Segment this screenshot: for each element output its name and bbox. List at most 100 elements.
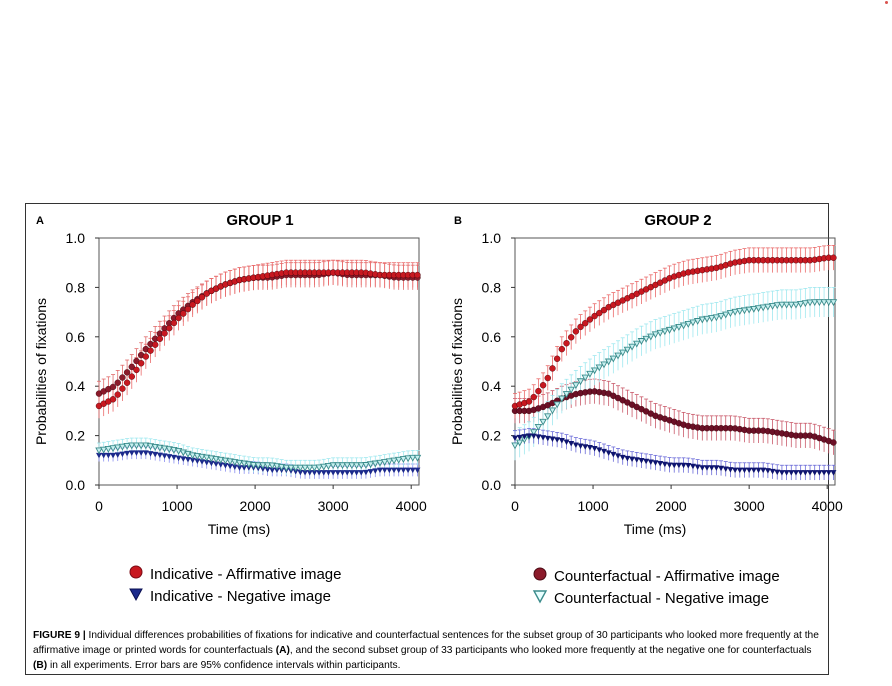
data-point	[816, 470, 823, 476]
data-point	[750, 305, 758, 313]
markers-series-3	[95, 442, 422, 472]
data-point	[675, 323, 683, 331]
data-point	[142, 353, 150, 360]
data-point	[188, 452, 197, 460]
data-point	[661, 328, 669, 336]
data-point	[596, 309, 603, 317]
data-point	[699, 465, 706, 471]
data-point	[409, 467, 416, 474]
data-point	[123, 379, 131, 386]
data-point	[572, 328, 580, 335]
data-point	[339, 470, 346, 476]
data-point	[521, 434, 528, 440]
blue-triangle-icon	[128, 586, 150, 608]
data-point	[338, 462, 347, 470]
data-point	[292, 469, 299, 475]
data-point	[694, 464, 701, 470]
data-point	[413, 454, 422, 462]
data-point	[600, 306, 608, 314]
data-point	[207, 455, 216, 463]
data-point	[830, 439, 837, 446]
data-point	[708, 465, 715, 471]
data-point	[764, 303, 772, 311]
data-point	[623, 346, 632, 354]
data-point	[647, 459, 654, 466]
data-point	[217, 462, 224, 468]
data-point	[591, 312, 598, 320]
data-point	[113, 444, 122, 452]
data-point	[366, 461, 375, 469]
data-point	[386, 467, 393, 474]
data-point	[249, 462, 258, 469]
error-bars-series-0	[513, 378, 836, 455]
data-point	[320, 463, 328, 471]
data-point	[796, 300, 805, 308]
data-point	[787, 301, 796, 309]
data-point	[572, 382, 580, 390]
data-point	[689, 463, 696, 470]
data-point	[170, 454, 177, 461]
caption-text-1: Individual differences probabilities of …	[33, 630, 819, 656]
data-point	[311, 470, 318, 476]
data-point	[408, 454, 417, 462]
x-tick-label: 2000	[656, 498, 687, 514]
data-point	[563, 439, 570, 446]
data-point	[329, 462, 337, 470]
data-point	[759, 304, 767, 312]
data-point	[801, 300, 810, 308]
data-point	[236, 465, 243, 471]
data-point	[302, 470, 309, 476]
data-point	[525, 398, 533, 405]
data-point	[193, 453, 202, 461]
data-point	[624, 455, 631, 462]
data-point	[764, 468, 771, 474]
data-point	[124, 450, 131, 457]
data-point	[216, 456, 225, 464]
markers-series-2	[95, 269, 421, 410]
data-point	[577, 443, 584, 449]
data-point	[160, 445, 169, 453]
data-point	[212, 456, 220, 464]
data-point	[712, 314, 721, 322]
data-point	[301, 464, 309, 472]
data-point	[133, 450, 140, 456]
legend-item-indicative-negative: Indicative - Negative image	[128, 586, 341, 608]
data-point	[572, 442, 579, 448]
y-tick-label: 1.0	[482, 232, 502, 246]
data-point	[334, 462, 342, 470]
panel-b-title: GROUP 2	[644, 212, 712, 229]
data-point	[732, 467, 739, 474]
data-point	[151, 444, 159, 451]
data-point	[544, 435, 551, 442]
data-point	[152, 451, 159, 458]
data-point	[783, 470, 790, 476]
x-tick-label: 0	[95, 498, 103, 514]
data-point	[100, 452, 107, 459]
data-point	[797, 470, 804, 476]
data-point	[282, 464, 291, 472]
data-point	[511, 442, 519, 450]
data-point	[830, 470, 837, 476]
x-tick-label: 4000	[396, 498, 427, 514]
x-tick-label: 3000	[734, 498, 765, 514]
y-tick-label: 0.0	[66, 477, 86, 493]
data-point	[180, 456, 187, 462]
data-point	[810, 299, 819, 307]
data-point	[165, 446, 174, 454]
data-point	[792, 470, 799, 476]
data-point	[194, 458, 201, 465]
data-point	[305, 464, 314, 472]
legend-item-counterfactual-negative: Counterfactual - Negative image	[532, 588, 780, 610]
data-point	[726, 310, 735, 318]
data-point	[540, 435, 547, 441]
corner-mark	[885, 1, 888, 4]
data-point	[596, 447, 603, 453]
data-point	[156, 452, 163, 459]
data-point	[189, 457, 196, 464]
data-point	[529, 429, 538, 437]
data-point	[605, 450, 612, 456]
legend-item-counterfactual-affirmative: Counterfactual - Affirmative image	[532, 566, 780, 588]
data-point	[348, 462, 356, 470]
dark-red-circle-icon	[532, 566, 554, 588]
data-point	[806, 299, 814, 307]
